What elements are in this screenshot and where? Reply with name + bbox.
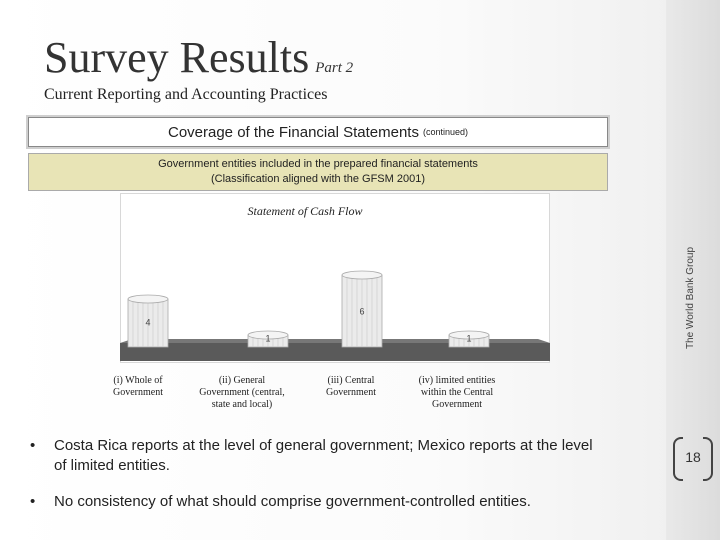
x-tick-label-line: (i) Whole of [113,375,163,386]
organization-label: The World Bank Group [685,246,696,350]
x-tick-label-line: Government [326,387,376,398]
slide-title: Survey Results Part 2 [44,32,353,83]
bar-top [127,294,169,304]
x-tick-label-line: Government [432,399,482,410]
data-label: 1 [265,334,270,344]
x-tick-label-line: Government (central, [199,387,285,398]
slide-title-text: Survey Results [44,33,310,82]
x-tick-label-line: Government [113,387,163,398]
gov-entities-box: Government entities included in the prep… [28,153,608,191]
page-number: 18 [685,449,701,465]
gov-entities-line1: Government entities included in the prep… [158,158,478,170]
chart-floor [120,343,550,361]
data-label: 1 [466,334,471,344]
slide-subtitle: Current Reporting and Accounting Practic… [44,86,328,103]
bullet-list: Costa Rica reports at the level of gener… [28,436,598,528]
page-number-badge: 18 [673,437,713,481]
gov-entities-line2: (Classification aligned with the GFSM 20… [211,173,425,185]
bullet-item: Costa Rica reports at the level of gener… [28,436,598,476]
x-tick-label: (iv) limited entities within the Central G… [402,375,512,411]
bar-top [247,330,289,340]
chart-title: Statement of Cash Flow [248,204,363,218]
x-tick-label: (i) Whole of Government [83,375,193,399]
x-tick-label-line: (iv) limited entities [418,375,496,386]
bar-top [341,270,383,280]
x-tick-label-line: state and local) [211,399,273,410]
x-tick-label-line: within the Central [420,387,494,398]
chart-floor-top [120,339,550,343]
bullet-item: No consistency of what should comprise g… [28,492,598,512]
coverage-heading: Coverage of the Financial Statements [167,123,419,141]
coverage-heading-sub: (continued) [422,127,468,137]
x-tick-label-line: (ii) General [218,375,266,386]
slide-title-suffix: Part 2 [315,60,354,76]
x-tick-label: (iii) Central Government [296,375,406,399]
coverage-heading-box: Coverage of the Financial Statements (con… [28,117,608,147]
data-label: 6 [359,307,364,317]
data-label: 4 [145,317,150,327]
x-tick-label: (ii) General Government (central, state an… [187,375,297,411]
x-tick-label-line: (iii) Central [327,375,375,386]
cash-flow-chart: Statement of Cash Flow 4 1 6 1 [120,193,550,363]
bar-top [448,330,490,340]
